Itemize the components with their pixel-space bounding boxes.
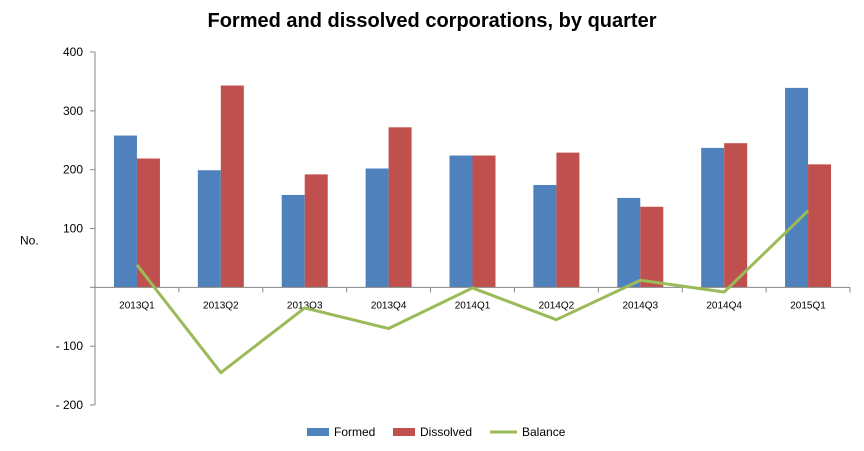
x-tick-label: 2013Q1 xyxy=(119,300,155,311)
bar-dissolved-2014Q4 xyxy=(724,143,748,288)
bar-dissolved-2014Q1 xyxy=(472,155,496,288)
bar-formed-2013Q3 xyxy=(281,194,305,288)
y-tick-label: - 100 xyxy=(56,339,84,353)
legend-label-balance: Balance xyxy=(522,425,566,439)
x-tick-label: 2014Q4 xyxy=(706,300,742,311)
y-tick-label: 200 xyxy=(63,163,83,177)
legend-label-formed: Formed xyxy=(334,425,375,439)
bar-formed-2014Q3 xyxy=(617,197,641,288)
x-tick-label: 2013Q3 xyxy=(287,300,323,311)
axis-layer: 400 300 200 100 - 100 - 200 2013Q1 2013Q2 2013Q3… xyxy=(20,45,851,412)
x-tick-label: 2013Q2 xyxy=(203,300,239,311)
x-tick-label: 2014Q3 xyxy=(622,300,658,311)
y-tick-label: 400 xyxy=(63,45,83,59)
bar-formed-2014Q2 xyxy=(533,184,557,288)
legend: Formed Dissolved Balance xyxy=(307,425,566,439)
bars-layer xyxy=(113,85,832,288)
chart-title: Formed and dissolved corporations, by qu… xyxy=(207,10,657,32)
bar-dissolved-2013Q2 xyxy=(220,85,244,288)
bar-dissolved-2013Q4 xyxy=(388,127,412,288)
bar-dissolved-2013Q3 xyxy=(304,174,328,288)
bar-dissolved-2014Q2 xyxy=(556,152,580,288)
x-tick-label: 2015Q1 xyxy=(790,300,826,311)
bar-formed-2013Q2 xyxy=(197,170,221,288)
y-axis-label: No. xyxy=(20,234,39,248)
legend-label-dissolved: Dissolved xyxy=(420,425,472,439)
legend-swatch-formed xyxy=(307,428,329,436)
x-tick-label: 2014Q1 xyxy=(455,300,491,311)
bar-dissolved-2015Q1 xyxy=(808,164,832,288)
bar-formed-2014Q4 xyxy=(701,147,725,288)
legend-swatch-dissolved xyxy=(393,428,415,436)
bar-formed-2013Q4 xyxy=(365,168,389,288)
x-tick-label: 2014Q2 xyxy=(539,300,575,311)
y-tick-label: 100 xyxy=(63,222,83,236)
y-tick-label: - 200 xyxy=(56,398,84,412)
line-balance xyxy=(135,209,810,375)
bar-formed-2015Q1 xyxy=(785,87,809,288)
bar-formed-2014Q1 xyxy=(449,155,473,288)
x-tick-label: 2013Q4 xyxy=(371,300,407,311)
bar-dissolved-2013Q1 xyxy=(136,158,160,288)
bar-formed-2013Q1 xyxy=(113,135,137,288)
line-layer xyxy=(135,209,810,375)
y-tick-label: 300 xyxy=(63,104,83,118)
bar-dissolved-2014Q3 xyxy=(640,206,664,288)
